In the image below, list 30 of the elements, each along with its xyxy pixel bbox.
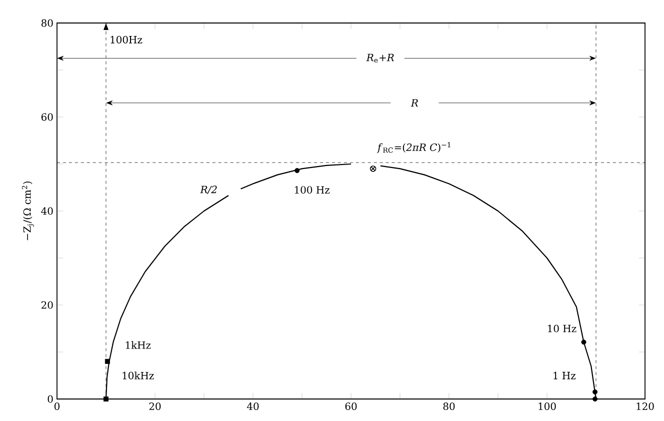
y-tick-label: 20 xyxy=(41,301,53,309)
point xyxy=(581,340,586,345)
annotation: R$_{e}$+R xyxy=(366,54,394,63)
x-tick-label: 60 xyxy=(345,402,357,410)
x-tick-label: 0 xyxy=(54,402,60,410)
annotation: 1kHz xyxy=(126,341,151,349)
annotation: R xyxy=(410,99,418,107)
y-axis-title: −Z$_{j}$/(Ω cm$^{2}$) xyxy=(22,182,34,240)
x-tick-label: 20 xyxy=(149,402,161,410)
point xyxy=(592,389,598,394)
annotation: 1 Hz xyxy=(554,372,576,380)
x-tick-label: 120 xyxy=(636,402,654,410)
y-tick-label: 40 xyxy=(41,207,53,215)
point xyxy=(104,358,110,364)
annotation: 10kHz xyxy=(122,372,154,380)
y-tick-label: 0 xyxy=(48,395,53,403)
ref-line-label: 100Hz xyxy=(110,36,142,44)
annotation: f$_{RC}$=(2πR C)$^{−1}$ xyxy=(376,142,450,153)
y-tick-label: 80 xyxy=(41,19,53,27)
point xyxy=(592,396,598,402)
annotation: 10 Hz xyxy=(548,324,576,332)
x-tick-label: 80 xyxy=(443,402,455,410)
annotation: R/2 xyxy=(200,186,217,194)
y-tick-label: 60 xyxy=(41,113,53,121)
point xyxy=(294,168,300,174)
annotation: ⊗ xyxy=(370,166,376,172)
x-tick-label: 100 xyxy=(538,402,556,410)
annotation: 100 Hz xyxy=(294,186,330,194)
x-tick-label: 40 xyxy=(246,402,259,410)
point xyxy=(104,396,108,402)
